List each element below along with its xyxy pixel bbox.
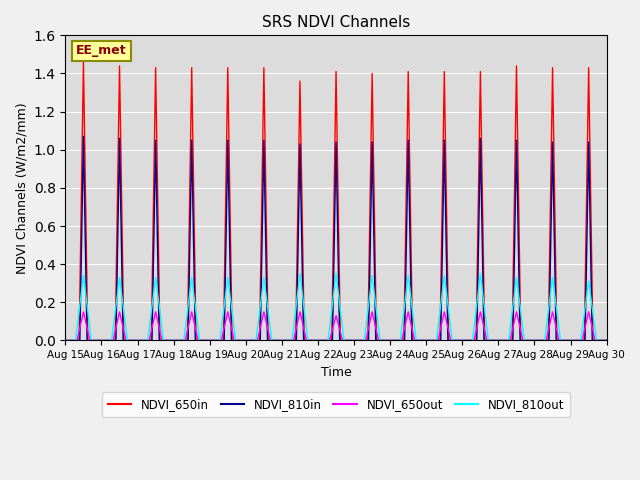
Title: SRS NDVI Channels: SRS NDVI Channels	[262, 15, 410, 30]
Y-axis label: NDVI Channels (W/m2/mm): NDVI Channels (W/m2/mm)	[15, 102, 28, 274]
Legend: NDVI_650in, NDVI_810in, NDVI_650out, NDVI_810out: NDVI_650in, NDVI_810in, NDVI_650out, NDV…	[102, 392, 570, 417]
Text: EE_met: EE_met	[76, 45, 127, 58]
X-axis label: Time: Time	[321, 366, 351, 379]
